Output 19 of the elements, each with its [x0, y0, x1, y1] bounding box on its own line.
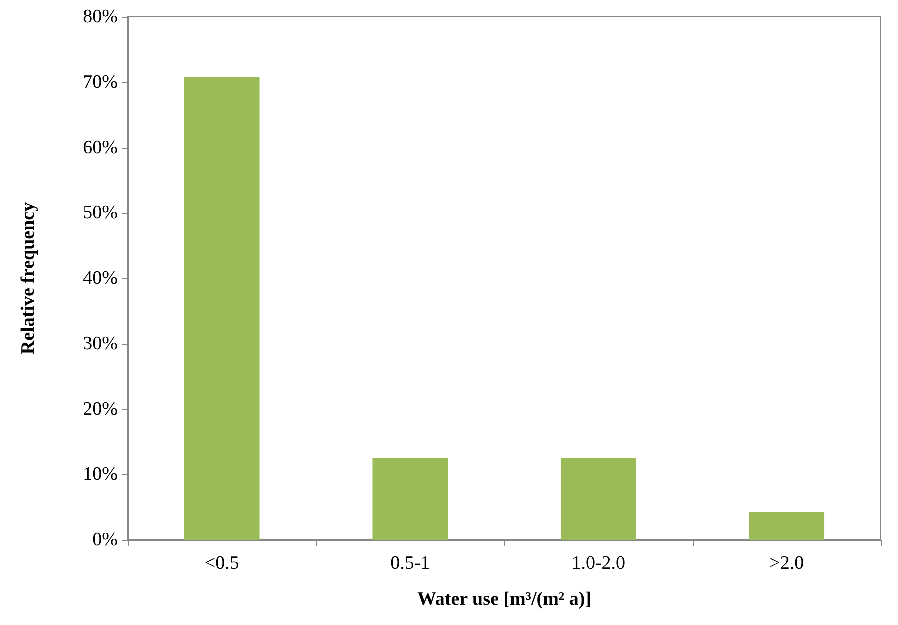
y-tick-label: 20%: [83, 398, 118, 420]
bar: [749, 512, 825, 540]
y-axis-title: Relative frequency: [18, 202, 39, 355]
x-tick-label: >2.0: [770, 553, 804, 574]
bar: [560, 458, 636, 540]
x-axis-title: Water use [m³/(m² a)]: [417, 589, 592, 610]
y-tick-label: 50%: [83, 202, 118, 224]
x-tick-label: <0.5: [204, 553, 240, 574]
y-tick-label: 60%: [83, 137, 118, 158]
bar: [372, 458, 448, 540]
x-tick-label: 0.5-1: [390, 553, 430, 574]
y-tick-label: 10%: [83, 464, 118, 486]
y-tick-label: 40%: [83, 268, 118, 289]
y-tick-label: 30%: [83, 333, 118, 354]
x-tick-label: 1.0-2.0: [572, 553, 626, 574]
y-tick-label: 70%: [83, 72, 118, 93]
y-tick-label: 80%: [83, 6, 118, 28]
y-tick-label: 0%: [92, 530, 118, 550]
bar: [184, 77, 260, 540]
